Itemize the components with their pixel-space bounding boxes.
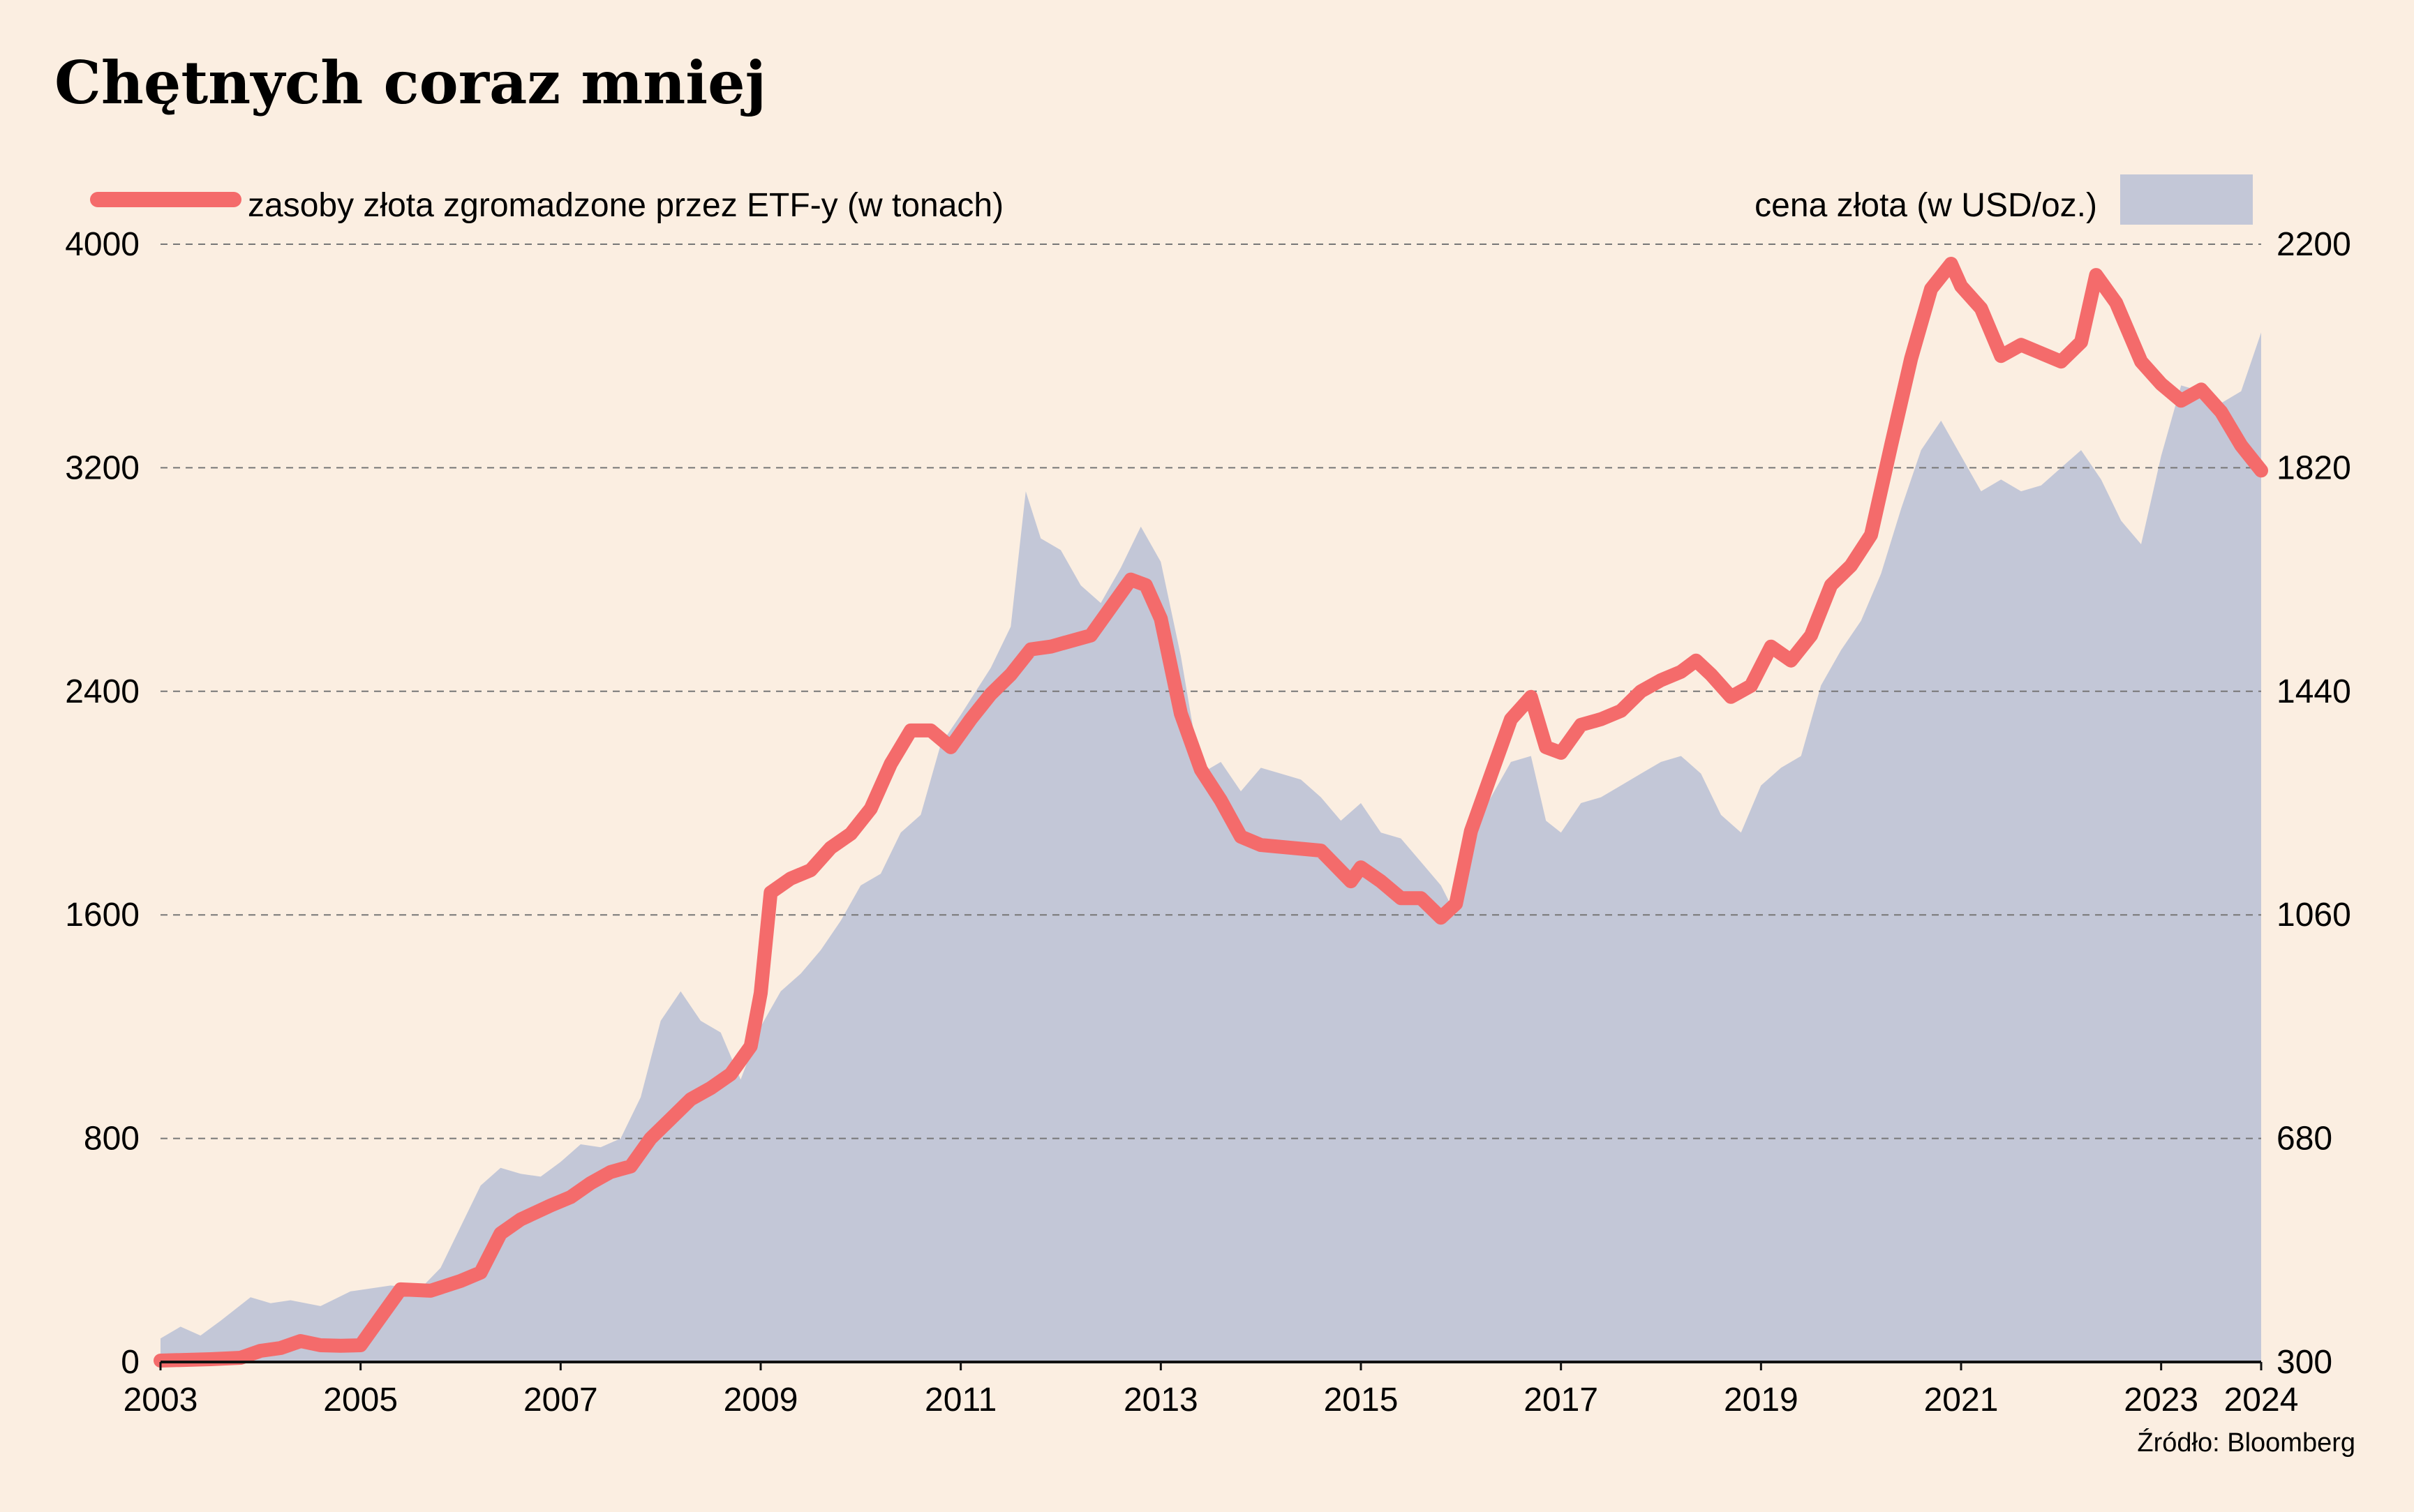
left-tick-label: 2400 [65, 673, 140, 710]
x-tick-label: 2023 [2124, 1382, 2198, 1419]
x-tick-label: 2003 [124, 1382, 198, 1419]
x-tick-label: 2005 [323, 1382, 398, 1419]
legend: zasoby złota zgromadzone przez ETF-y (w … [90, 174, 2253, 225]
gold-price-area [161, 332, 2261, 1362]
right-axis-ticks: 300 680 1060 1440 1820 2200 [2277, 226, 2351, 1381]
left-tick-label: 1600 [65, 897, 140, 934]
x-tick-label: 2009 [724, 1382, 798, 1419]
price-area-layer [161, 332, 2261, 1362]
x-tick-label: 2013 [1124, 1382, 1198, 1419]
right-tick-label: 1060 [2277, 897, 2351, 934]
x-tick-label: 2011 [925, 1382, 997, 1419]
legend-line-label: zasoby złota zgromadzone przez ETF-y (w … [248, 187, 1004, 224]
left-tick-label: 0 [121, 1344, 140, 1381]
left-tick-label: 800 [84, 1121, 140, 1158]
etf-holdings-line [154, 257, 2268, 1368]
x-tick-label: 2007 [523, 1382, 598, 1419]
chart-title: Chętnych coraz mniej [54, 48, 766, 117]
x-tick-label: 2024 [2224, 1382, 2299, 1419]
x-axis-ticks: 2003 2005 2007 2009 2011 2013 2015 2017 2019 2021… [124, 1362, 2299, 1419]
right-tick-label: 680 [2277, 1121, 2332, 1158]
etf-line-layer [154, 257, 2268, 1368]
left-axis-ticks: 0 800 1600 2400 3200 4000 [65, 226, 140, 1381]
legend-area-label: cena złota (w USD/oz.) [1754, 187, 2097, 224]
x-tick-label: 2019 [1724, 1382, 1798, 1419]
right-tick-label: 1820 [2277, 449, 2351, 486]
legend-area-swatch [2120, 174, 2253, 225]
left-tick-label: 3200 [65, 449, 140, 486]
gridlines [161, 244, 2261, 1139]
source-note: Źródło: Bloomberg [2137, 1428, 2355, 1458]
x-tick-label: 2021 [1924, 1382, 1999, 1419]
x-tick-label: 2017 [1523, 1382, 1598, 1419]
x-tick-label: 2015 [1324, 1382, 1399, 1419]
right-tick-label: 2200 [2277, 226, 2351, 263]
left-tick-label: 4000 [65, 226, 140, 263]
right-tick-label: 1440 [2277, 673, 2351, 710]
right-tick-label: 300 [2277, 1344, 2332, 1381]
